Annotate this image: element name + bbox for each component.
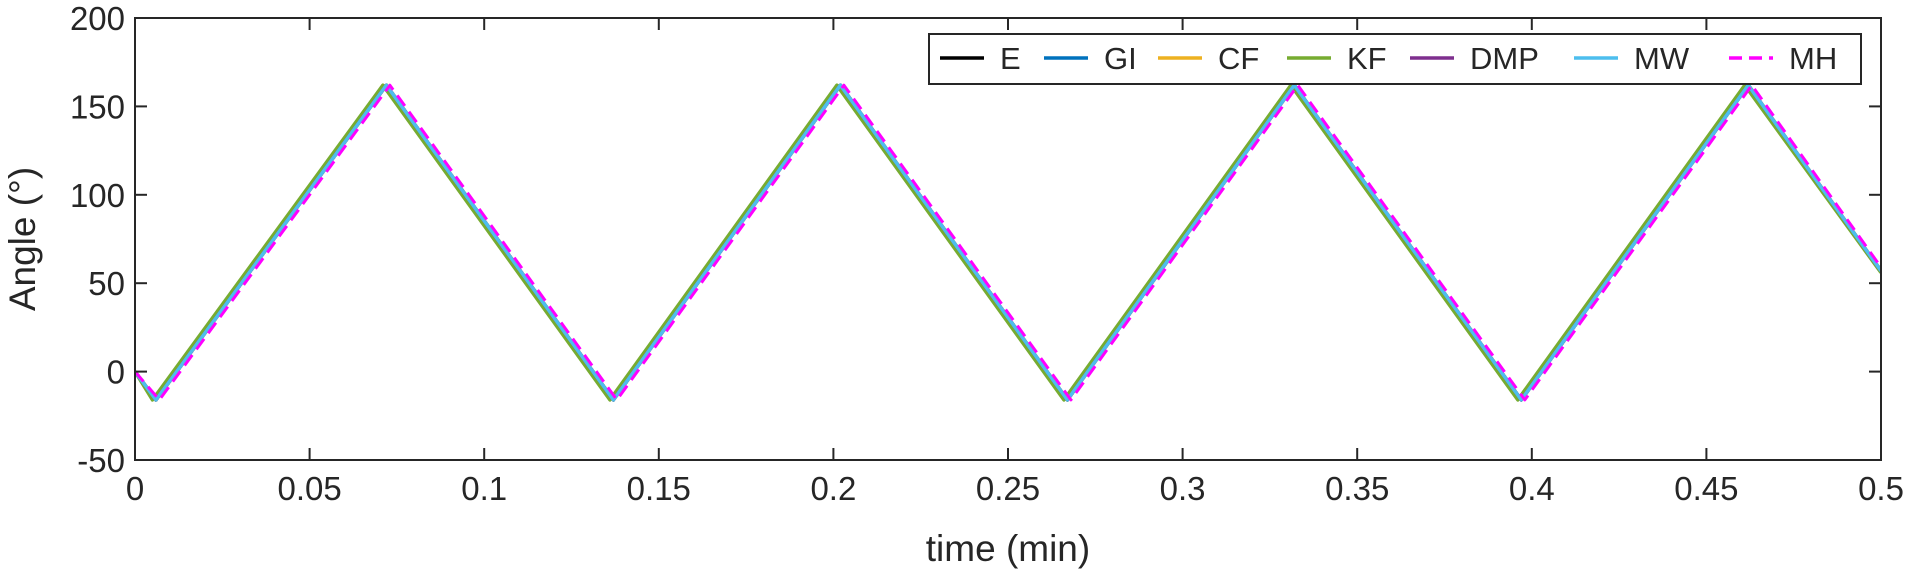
x-tick-label: 0.2 xyxy=(810,470,856,507)
y-tick-label: 150 xyxy=(70,88,125,125)
legend-label-gi: GI xyxy=(1104,41,1137,76)
y-tick-label: 50 xyxy=(88,265,125,302)
plot-frame xyxy=(134,17,1882,461)
x-tick-label: 0.4 xyxy=(1509,470,1555,507)
tick-layer: 0 0.05 0.1 0.15 0.2 0.25 0.3 0.35 0.4 0.45 0.5-500… xyxy=(70,0,1904,507)
y-tick-label: 100 xyxy=(70,177,125,214)
y-tick-label: 200 xyxy=(70,0,125,37)
y-tick-label: -50 xyxy=(77,442,125,479)
x-tick-label: 0.05 xyxy=(277,470,341,507)
x-tick-label: 0 xyxy=(126,470,144,507)
legend-label-cf: CF xyxy=(1218,41,1259,76)
plot-background xyxy=(135,18,1881,460)
x-tick-label: 0.25 xyxy=(976,470,1040,507)
series-line-mw xyxy=(135,83,1881,402)
legend-label-kf: KF xyxy=(1347,41,1387,76)
x-tick-label: 0.15 xyxy=(627,470,691,507)
legend-label-mh: MH xyxy=(1789,41,1837,76)
series-line-kf xyxy=(135,83,1881,402)
series-layer xyxy=(135,83,1881,402)
x-axis-label: time (min) xyxy=(926,528,1090,569)
legend-label-e: E xyxy=(1000,41,1021,76)
y-axis-label: Angle (°) xyxy=(2,167,43,311)
y-tick-label: 0 xyxy=(107,354,125,391)
x-tick-label: 0.35 xyxy=(1325,470,1389,507)
x-tick-label: 0.1 xyxy=(461,470,507,507)
legend-label-dmp: DMP xyxy=(1470,41,1539,76)
x-tick-label: 0.45 xyxy=(1674,470,1738,507)
series-line-mh xyxy=(135,83,1881,402)
x-tick-label: 0.3 xyxy=(1160,470,1206,507)
legend-label-mw: MW xyxy=(1634,41,1690,76)
x-tick-label: 0.5 xyxy=(1858,470,1904,507)
legend: E GI CF KF DMP MW MH xyxy=(928,33,1862,85)
